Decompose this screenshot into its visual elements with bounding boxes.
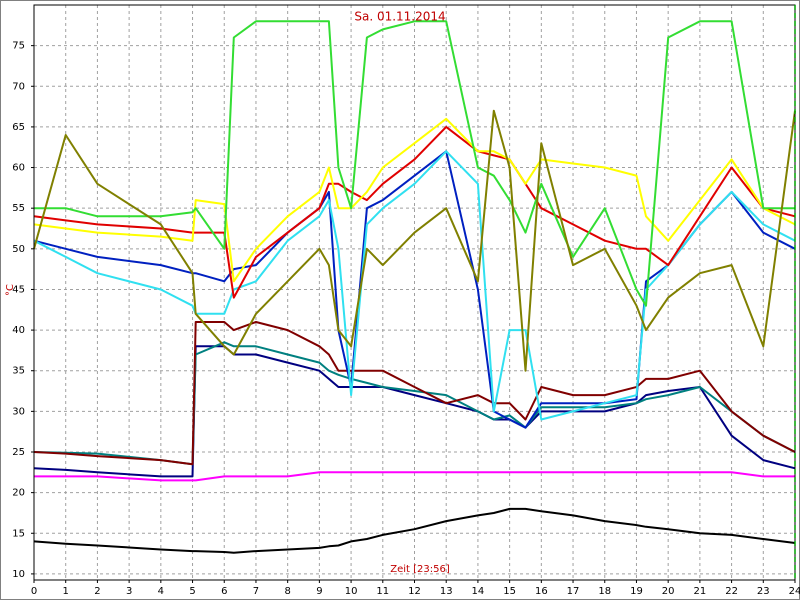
series-line: [34, 20, 795, 307]
x-tick-label: 7: [253, 586, 259, 597]
x-tick-label: 19: [630, 586, 643, 597]
x-tick-label: 21: [694, 586, 707, 597]
x-tick-label: 14: [472, 586, 485, 597]
series-line: [33, 341, 796, 466]
x-tick-label: 8: [284, 586, 290, 597]
y-axis-label: °C: [5, 284, 16, 296]
series-line: [33, 345, 796, 478]
x-tick-label: 4: [158, 586, 164, 597]
y-tick-label: 75: [12, 41, 25, 52]
y-tick-label: 35: [12, 366, 25, 377]
x-tick-label: 22: [725, 586, 738, 597]
y-tick-label: 15: [12, 528, 25, 539]
y-tick-label: 60: [12, 163, 25, 174]
grid: [31, 5, 796, 583]
y-tick-label: 40: [12, 325, 25, 336]
y-tick-label: 20: [12, 488, 25, 499]
x-tick-label: 13: [440, 586, 453, 597]
x-tick-label: 6: [221, 586, 227, 597]
y-tick-label: 55: [12, 203, 25, 214]
x-tick-label: 11: [376, 586, 389, 597]
x-tick-label: 0: [31, 586, 37, 597]
series-line: [33, 125, 796, 299]
y-tick-label: 30: [12, 406, 25, 417]
x-tick-label: 10: [345, 586, 358, 597]
x-tick-label: 24: [789, 586, 800, 597]
series-line: [34, 471, 795, 482]
x-tick-label: 1: [63, 586, 69, 597]
series-line: [33, 507, 796, 554]
y-tick-label: 45: [12, 284, 25, 295]
x-tick-label: 23: [757, 586, 770, 597]
x-tick-label: 20: [662, 586, 675, 597]
series-line: [33, 321, 796, 466]
x-tick-label: 3: [126, 586, 132, 597]
x-tick-label: 9: [316, 586, 322, 597]
x-tick-label: 18: [598, 586, 611, 597]
y-tick-label: 65: [12, 122, 25, 133]
x-tick-label: 15: [503, 586, 516, 597]
plot-frame: [33, 4, 796, 581]
x-tick-label: 16: [535, 586, 548, 597]
y-tick-label: 10: [12, 569, 25, 580]
series-line: [33, 117, 796, 283]
chart-title: Sa. 01.11.2014: [354, 10, 445, 24]
x-tick-label: 5: [189, 586, 195, 597]
series-line: [33, 150, 796, 421]
series-line: [33, 109, 796, 372]
x-tick-label: 2: [94, 586, 100, 597]
x-tick-label: 17: [567, 586, 580, 597]
y-tick-label: 25: [12, 447, 25, 458]
x-axis-label: Zeit [23:56]: [390, 564, 450, 575]
y-tick-label: 70: [12, 81, 25, 92]
y-tick-label: 50: [12, 244, 25, 255]
x-tick-label: 12: [408, 586, 421, 597]
lines: [33, 20, 796, 554]
